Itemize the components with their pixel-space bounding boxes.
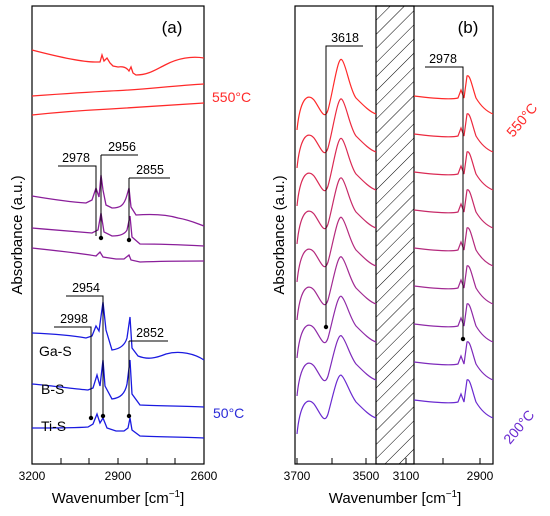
series-b-right — [413, 227, 494, 267]
temperature-label-550: 550°C — [212, 89, 251, 105]
peak-label-2954: 2954 — [72, 281, 100, 295]
x-tick-label: 2900 — [105, 469, 132, 483]
peak-dot — [126, 237, 132, 243]
series-a-purple-1 — [31, 174, 205, 227]
peak-dot — [126, 413, 132, 419]
panel-a-label: (a) — [162, 18, 183, 37]
temperature-label-50: 50°C — [213, 405, 244, 421]
series-b-left — [296, 256, 377, 321]
x-axis-b: 3700 3500 3100 2900 Wavenumber [cm−1] — [284, 469, 494, 507]
x-tick-label: 3100 — [393, 469, 420, 483]
temperature-label-200-b: 200°C — [500, 407, 537, 447]
series-a-purple-3 — [31, 247, 205, 263]
x-tick-label: 2900 — [467, 469, 494, 483]
peak-label-2852: 2852 — [136, 326, 164, 340]
series-b-right — [413, 151, 494, 191]
series-a-blue-2 — [31, 359, 205, 408]
x-tick-label: 2600 — [191, 469, 218, 483]
sample-label: Ti-S — [41, 418, 66, 434]
series-a-red-1 — [31, 49, 205, 76]
x-tick-label: 3700 — [284, 469, 311, 483]
x-axis-title-b: Wavenumber [cm−1] — [329, 489, 462, 507]
sample-label: B-S — [41, 381, 64, 397]
series-a-purple-2 — [31, 212, 205, 247]
peak-label-2855: 2855 — [136, 163, 164, 177]
series-b-group — [296, 58, 494, 464]
x-axis-title-a: Wavenumber [cm−1] — [52, 489, 185, 507]
series-b-right — [413, 75, 494, 115]
peak-label-2978: 2978 — [429, 52, 457, 66]
series-b-right — [413, 189, 494, 229]
series-b-left — [296, 216, 377, 283]
series-b-right — [413, 303, 494, 343]
peak-annotations-a-mid — [58, 154, 170, 240]
x-tick-label: 3200 — [19, 469, 46, 483]
series-b-right — [413, 379, 494, 419]
peak-label-3618: 3618 — [331, 31, 359, 45]
peak-dot — [323, 324, 329, 330]
y-axis-title-a: Absorbance (a.u.) — [9, 175, 26, 294]
x-tick-label: 3500 — [353, 469, 380, 483]
series-a-blue-1 — [31, 301, 205, 361]
peak-label-2998: 2998 — [60, 312, 88, 326]
peak-dot — [88, 415, 94, 421]
peak-dot — [460, 336, 466, 342]
peak-dot — [100, 413, 106, 419]
series-b-left — [296, 58, 377, 131]
sample-label: Ga-S — [39, 343, 72, 359]
peak-annotations-b — [325, 45, 464, 339]
series-b-left — [296, 374, 377, 435]
axis-break-hatch — [375, 5, 415, 465]
panel-b-label: (b) — [458, 18, 479, 37]
peak-label-2978: 2978 — [62, 151, 90, 165]
series-a-red-3 — [31, 102, 205, 116]
series-b-left — [296, 295, 377, 359]
series-a-red-2 — [31, 83, 205, 97]
series-b-right — [413, 265, 494, 305]
panel-b: (b) 3618 2978 550°C 200°C 3700 3500 3100… — [271, 5, 540, 507]
series-b-left — [296, 335, 377, 397]
x-axis-a: 3200 2900 2600 Wavenumber [cm−1] — [19, 458, 218, 507]
series-a-blue-3 — [31, 412, 205, 439]
series-b-left — [296, 177, 377, 245]
y-axis-title-b: Absorbance (a.u.) — [271, 175, 288, 294]
series-b-right — [413, 341, 494, 381]
temperature-label-550-b: 550°C — [503, 100, 540, 140]
peak-dot — [98, 235, 104, 241]
series-b-left — [296, 137, 377, 207]
series-b-right — [413, 113, 494, 153]
panel-a: (a) 2978 2956 2855 — [9, 5, 251, 507]
peak-annotations-a-bottom — [54, 295, 168, 418]
series-b-left — [296, 98, 377, 169]
peak-label-2956: 2956 — [108, 140, 136, 154]
